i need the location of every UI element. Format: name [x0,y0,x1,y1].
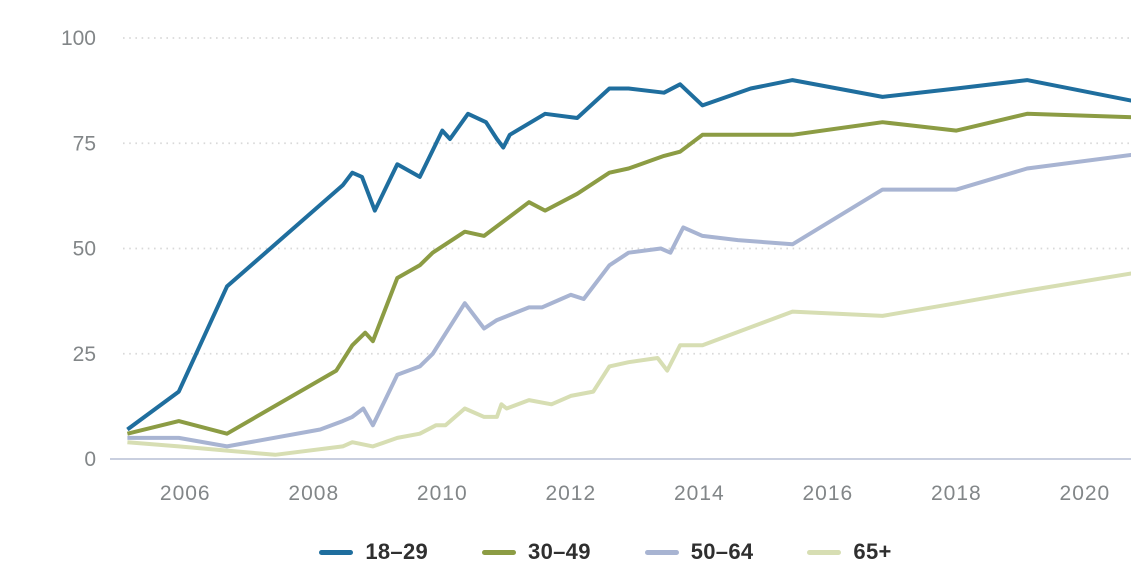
legend-swatch-50-64 [644,549,679,555]
chart-legend: 18–29 30–49 50–64 65+ [40,530,1131,574]
line-chart: 0 25 50 75 100 2006 2008 2010 2012 2014 2016 2018 20… [40,16,1131,564]
chart-canvas: 0 25 50 75 100 2006 2008 2010 2012 2014 2016 2018 20… [61,27,1131,505]
legend-label-50-64: 50–64 [690,539,754,564]
legend-swatch-18-29 [319,549,354,555]
legend-item-50-64: 50–64 [644,539,754,565]
legend-item-30-49: 30–49 [482,539,591,565]
series-line-50-64 [127,152,1131,449]
legend-swatch-65plus [807,549,842,555]
x-tick-label: 2008 [288,482,339,505]
x-tick-label: 2014 [674,482,725,505]
y-tick-label: 100 [61,27,96,50]
legend-label-30-49: 30–49 [528,539,591,564]
x-tick-label: 2012 [545,482,596,505]
series-line-18-29 [126,78,1131,432]
x-tick-label: 2020 [1060,482,1111,505]
y-tick-label: 25 [73,343,96,366]
x-tick-label: 2010 [417,482,468,505]
y-tick-label: 0 [84,448,96,471]
x-tick-label: 2016 [802,482,853,505]
y-tick-label: 50 [73,238,96,261]
series-line-65+ [127,271,1131,457]
legend-label-65plus: 65+ [853,539,892,564]
legend-item-18-29: 18–29 [319,539,428,565]
series-line-30-49 [126,111,1131,436]
x-tick-label: 2018 [931,482,982,505]
legend-swatch-30-49 [482,549,517,555]
legend-item-65plus: 65+ [807,539,891,565]
y-tick-label: 75 [73,132,96,155]
legend-label-18-29: 18–29 [365,539,429,564]
x-tick-label: 2006 [160,482,211,505]
